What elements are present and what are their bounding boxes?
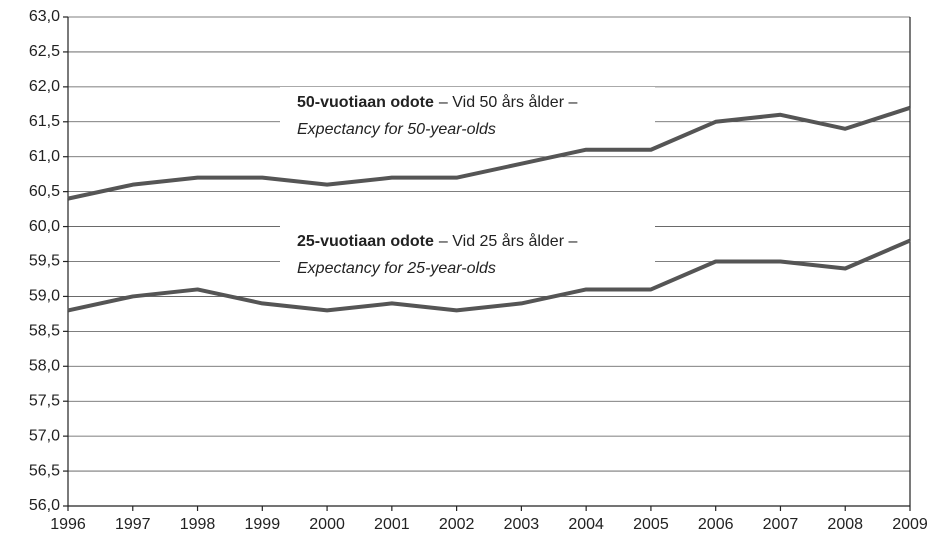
- y-tick-label: 57,5: [29, 392, 60, 409]
- y-tick-label: 63,0: [29, 8, 60, 25]
- y-tick-label: 62,5: [29, 43, 60, 60]
- x-tick-label: 1996: [50, 516, 86, 533]
- series-line: [67, 238, 911, 313]
- x-tick-label: 2007: [763, 516, 799, 533]
- x-tick-label: 1999: [245, 516, 281, 533]
- y-tick-label: 57,0: [29, 427, 60, 444]
- series-swedish: – Vid 50 års ålder –: [439, 93, 578, 111]
- series-name: 25-vuotiaan odote: [297, 233, 434, 250]
- series-english: Expectancy for 50-year-olds: [297, 121, 496, 138]
- series-line: [67, 105, 911, 201]
- y-tick-label: 61,5: [29, 113, 60, 130]
- y-tick-label: 56,5: [29, 462, 60, 479]
- x-tick-label: 2005: [633, 516, 669, 533]
- x-tick-label: 2002: [439, 516, 475, 533]
- series-name: 50-vuotiaan odote: [297, 94, 434, 111]
- x-tick-label: 2004: [568, 516, 604, 533]
- label-background: [280, 87, 655, 131]
- label-background: [280, 226, 655, 270]
- x-tick-label: 1998: [180, 516, 216, 533]
- x-tick-label: 1997: [115, 516, 151, 533]
- y-tick-label: 58,0: [29, 358, 60, 375]
- y-tick-label: 60,5: [29, 183, 60, 200]
- y-tick-label: 59,0: [29, 288, 60, 305]
- x-tick-label: 2009: [892, 516, 928, 533]
- x-tick-label: 2006: [698, 516, 734, 533]
- x-tick-label: 2001: [374, 516, 410, 533]
- y-tick-label: 58,5: [29, 323, 60, 340]
- series-label: 50-vuotiaan odote – Vid 50 års ålder –: [297, 93, 577, 111]
- y-tick-label: 56,0: [29, 497, 60, 514]
- series-swedish: – Vid 25 års ålder –: [439, 232, 578, 250]
- series-english: Expectancy for 25-year-olds: [297, 260, 496, 277]
- y-tick-label: 61,0: [29, 148, 60, 165]
- x-tick-label: 2000: [309, 516, 345, 533]
- y-tick-label: 62,0: [29, 78, 60, 95]
- x-tick-label: 2008: [827, 516, 863, 533]
- y-tick-label: 60,0: [29, 218, 60, 235]
- series-label: 25-vuotiaan odote – Vid 25 års ålder –: [297, 232, 577, 250]
- y-tick-label: 59,5: [29, 253, 60, 270]
- x-tick-label: 2003: [504, 516, 540, 533]
